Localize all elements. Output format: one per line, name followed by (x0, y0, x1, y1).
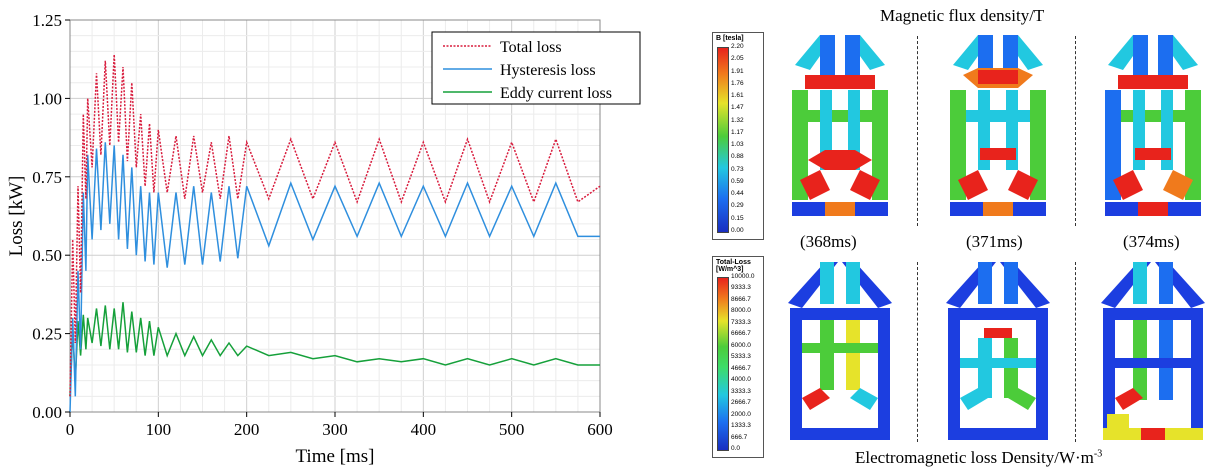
loss-panel-title-text: Electromagnetic loss Density/W·m (855, 448, 1094, 467)
x-tick-label: 500 (499, 420, 525, 439)
flux-colorbar-title: B [tesla] (716, 35, 744, 42)
time-label-374ms: (374ms) (1123, 232, 1180, 251)
y-tick-labels: 0.00 0.25 0.50 0.75 1.00 1.25 (32, 11, 70, 422)
time-label-368ms: (368ms) (800, 232, 857, 251)
colorbar-value: 1.03 (731, 141, 744, 149)
loss-core-shape (788, 262, 892, 440)
colorbar-value: 0.15 (731, 214, 744, 222)
series-line-total-loss (69, 54, 601, 397)
flux-panel-title: Magnetic flux density/T (880, 6, 1045, 25)
colorbar-value: 1.47 (731, 104, 744, 112)
y-tick-label: 1.25 (32, 11, 62, 30)
loss-core-shape (1101, 262, 1205, 440)
flux-frame-371ms (950, 35, 1046, 216)
flux-frame-368ms (792, 35, 888, 216)
colorbar-value: 1.61 (731, 92, 744, 100)
loss-divider-2 (1075, 262, 1076, 442)
y-tick-label: 0.75 (32, 168, 62, 187)
loss-colorbar-strip (717, 277, 729, 451)
legend: Total loss Hysteresis loss Eddy current … (431, 31, 641, 105)
colorbar-value: 8666.7 (731, 295, 751, 303)
x-axis-title: Time [ms] (295, 446, 374, 467)
colorbar-value: 10000.0 (731, 273, 755, 280)
colorbar-value: 7333.3 (731, 318, 751, 326)
x-tick-label: 0 (66, 420, 75, 439)
series-line-eddy-current-loss (69, 302, 600, 397)
loss-divider-1 (917, 262, 918, 442)
series-line-hysteresis-loss (69, 142, 600, 413)
colorbar-value: 1.32 (731, 116, 744, 124)
colorbar-value: 1.91 (731, 67, 744, 75)
loss-colorbar: Total-Loss [W/m^3] 10000.0 9333.3 8666.7 80… (712, 256, 764, 458)
x-tick-label: 400 (411, 420, 437, 439)
colorbar-value: 0.0 (731, 445, 741, 452)
loss-colorbar-title: Total-Loss (716, 259, 751, 266)
flux-colorbar-strip (717, 47, 729, 233)
x-tick-label: 200 (234, 420, 260, 439)
x-tick-label: 300 (322, 420, 348, 439)
colorbar-value: 666.7 (731, 433, 748, 441)
plot-series (69, 54, 601, 413)
legend-label-total: Total loss (500, 39, 562, 56)
colorbar-value: 0.29 (731, 202, 744, 210)
loss-frame-374ms (1101, 262, 1205, 440)
flux-core-shape (792, 35, 888, 216)
colorbar-value: 0.00 (731, 227, 744, 234)
colorbar-value: 6666.7 (731, 330, 751, 338)
flux-core-shape (950, 35, 1046, 216)
legend-label-eddy: Eddy current loss (500, 85, 612, 102)
loss-colorbar-unit: [W/m^3] (716, 266, 744, 273)
y-axis-title: Loss [kW] (6, 176, 27, 257)
y-tick-label: 0.00 (32, 403, 62, 422)
colorbar-value: 3333.3 (731, 387, 751, 395)
x-tick-label: 600 (587, 420, 613, 439)
loss-frame-371ms (946, 262, 1050, 440)
colorbar-value: 0.73 (731, 165, 744, 173)
colorbar-value: 2.05 (731, 55, 744, 63)
colorbar-value: 0.44 (731, 190, 744, 198)
time-label-371ms: (371ms) (966, 232, 1023, 251)
colorbar-value: 5333.3 (731, 353, 751, 361)
loss-frame-368ms (788, 262, 892, 440)
flux-core-shape (1105, 35, 1201, 216)
flux-frame-374ms (1105, 35, 1201, 216)
y-tick-label: 1.00 (32, 89, 62, 108)
loss-core-shape (946, 262, 1050, 440)
colorbar-value: 1.17 (731, 128, 744, 136)
flux-divider-2 (1075, 36, 1076, 226)
y-tick-label: 0.50 (32, 246, 62, 265)
x-tick-label: 100 (146, 420, 172, 439)
colorbar-value: 2000.0 (731, 410, 751, 418)
colorbar-value: 9333.3 (731, 284, 751, 292)
colorbar-value: 6000.0 (731, 341, 751, 349)
flux-colorbar: B [tesla] 2.20 2.05 1.91 1.76 1.61 1.47 1.32 1.… (712, 32, 764, 240)
y-tick-label: 0.25 (32, 325, 62, 344)
colorbar-value: 0.88 (731, 153, 744, 161)
colorbar-value: 4000.0 (731, 376, 751, 384)
colorbar-value: 4666.7 (731, 364, 751, 372)
colorbar-value: 0.59 (731, 177, 744, 185)
loss-panel-title-sup: -3 (1093, 448, 1103, 460)
legend-label-hysteresis: Hysteresis loss (500, 62, 596, 79)
colorbar-value: 1333.3 (731, 422, 751, 430)
x-tick-labels: 0 100 200 300 400 500 600 (66, 412, 613, 439)
colorbar-value: 2666.7 (731, 399, 751, 407)
flux-divider-1 (917, 36, 918, 226)
colorbar-value: 2.20 (731, 43, 744, 50)
colorbar-value: 1.76 (731, 79, 744, 87)
colorbar-value: 8000.0 (731, 307, 751, 315)
loss-panel-title: Electromagnetic loss Density/W·m-3 (855, 448, 1102, 468)
